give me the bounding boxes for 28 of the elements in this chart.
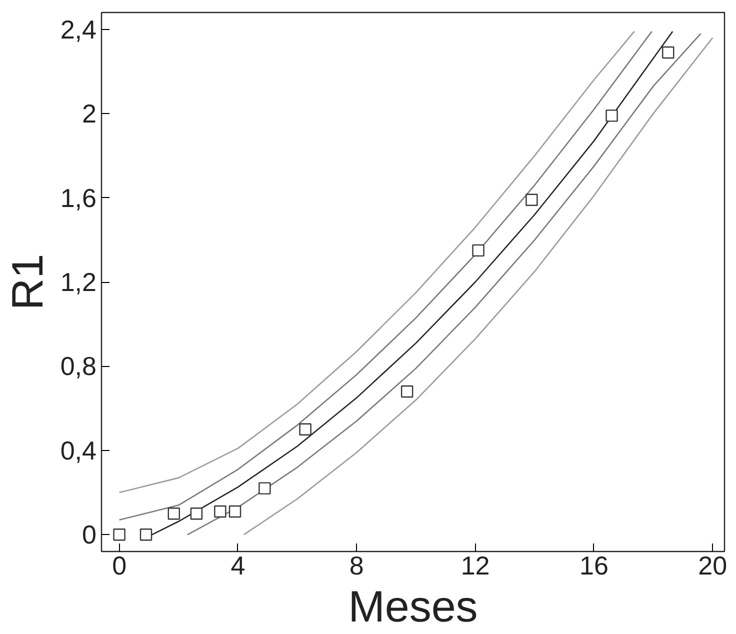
x-tick-label: 4: [230, 550, 246, 580]
point: [606, 110, 618, 122]
y-tick-label: 0: [82, 520, 97, 550]
x-axis-title: Meses: [348, 582, 478, 632]
point: [472, 244, 484, 257]
y-tick-label: 2: [82, 98, 97, 129]
point: [258, 482, 271, 494]
y-tick-label: 0,8: [60, 351, 97, 382]
point: [168, 508, 180, 520]
x-tick-label: 0: [112, 550, 127, 580]
x-tick-label: 8: [349, 550, 364, 580]
y-tick-label: 2,4: [60, 14, 97, 44]
point: [214, 505, 226, 518]
point: [228, 505, 242, 518]
point: [662, 46, 674, 59]
point: [140, 528, 152, 541]
y-axis-title: R1: [3, 254, 52, 310]
x-tick-label: 16: [580, 550, 608, 580]
y-tick-label: 1,2: [60, 267, 97, 297]
y-tick-label: 0,4: [60, 435, 97, 466]
point: [299, 423, 312, 436]
point: [526, 194, 538, 206]
point: [400, 385, 414, 398]
x-tick-label: 20: [698, 550, 728, 580]
point: [190, 508, 203, 520]
x-tick-label: 12: [460, 550, 490, 580]
y-tick-label: 1,6: [60, 182, 97, 213]
point: [113, 528, 126, 541]
